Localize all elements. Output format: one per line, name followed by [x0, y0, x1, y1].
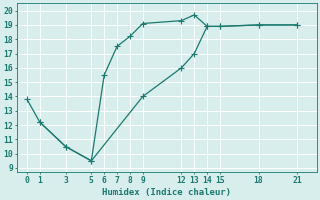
X-axis label: Humidex (Indice chaleur): Humidex (Indice chaleur)	[102, 188, 231, 197]
